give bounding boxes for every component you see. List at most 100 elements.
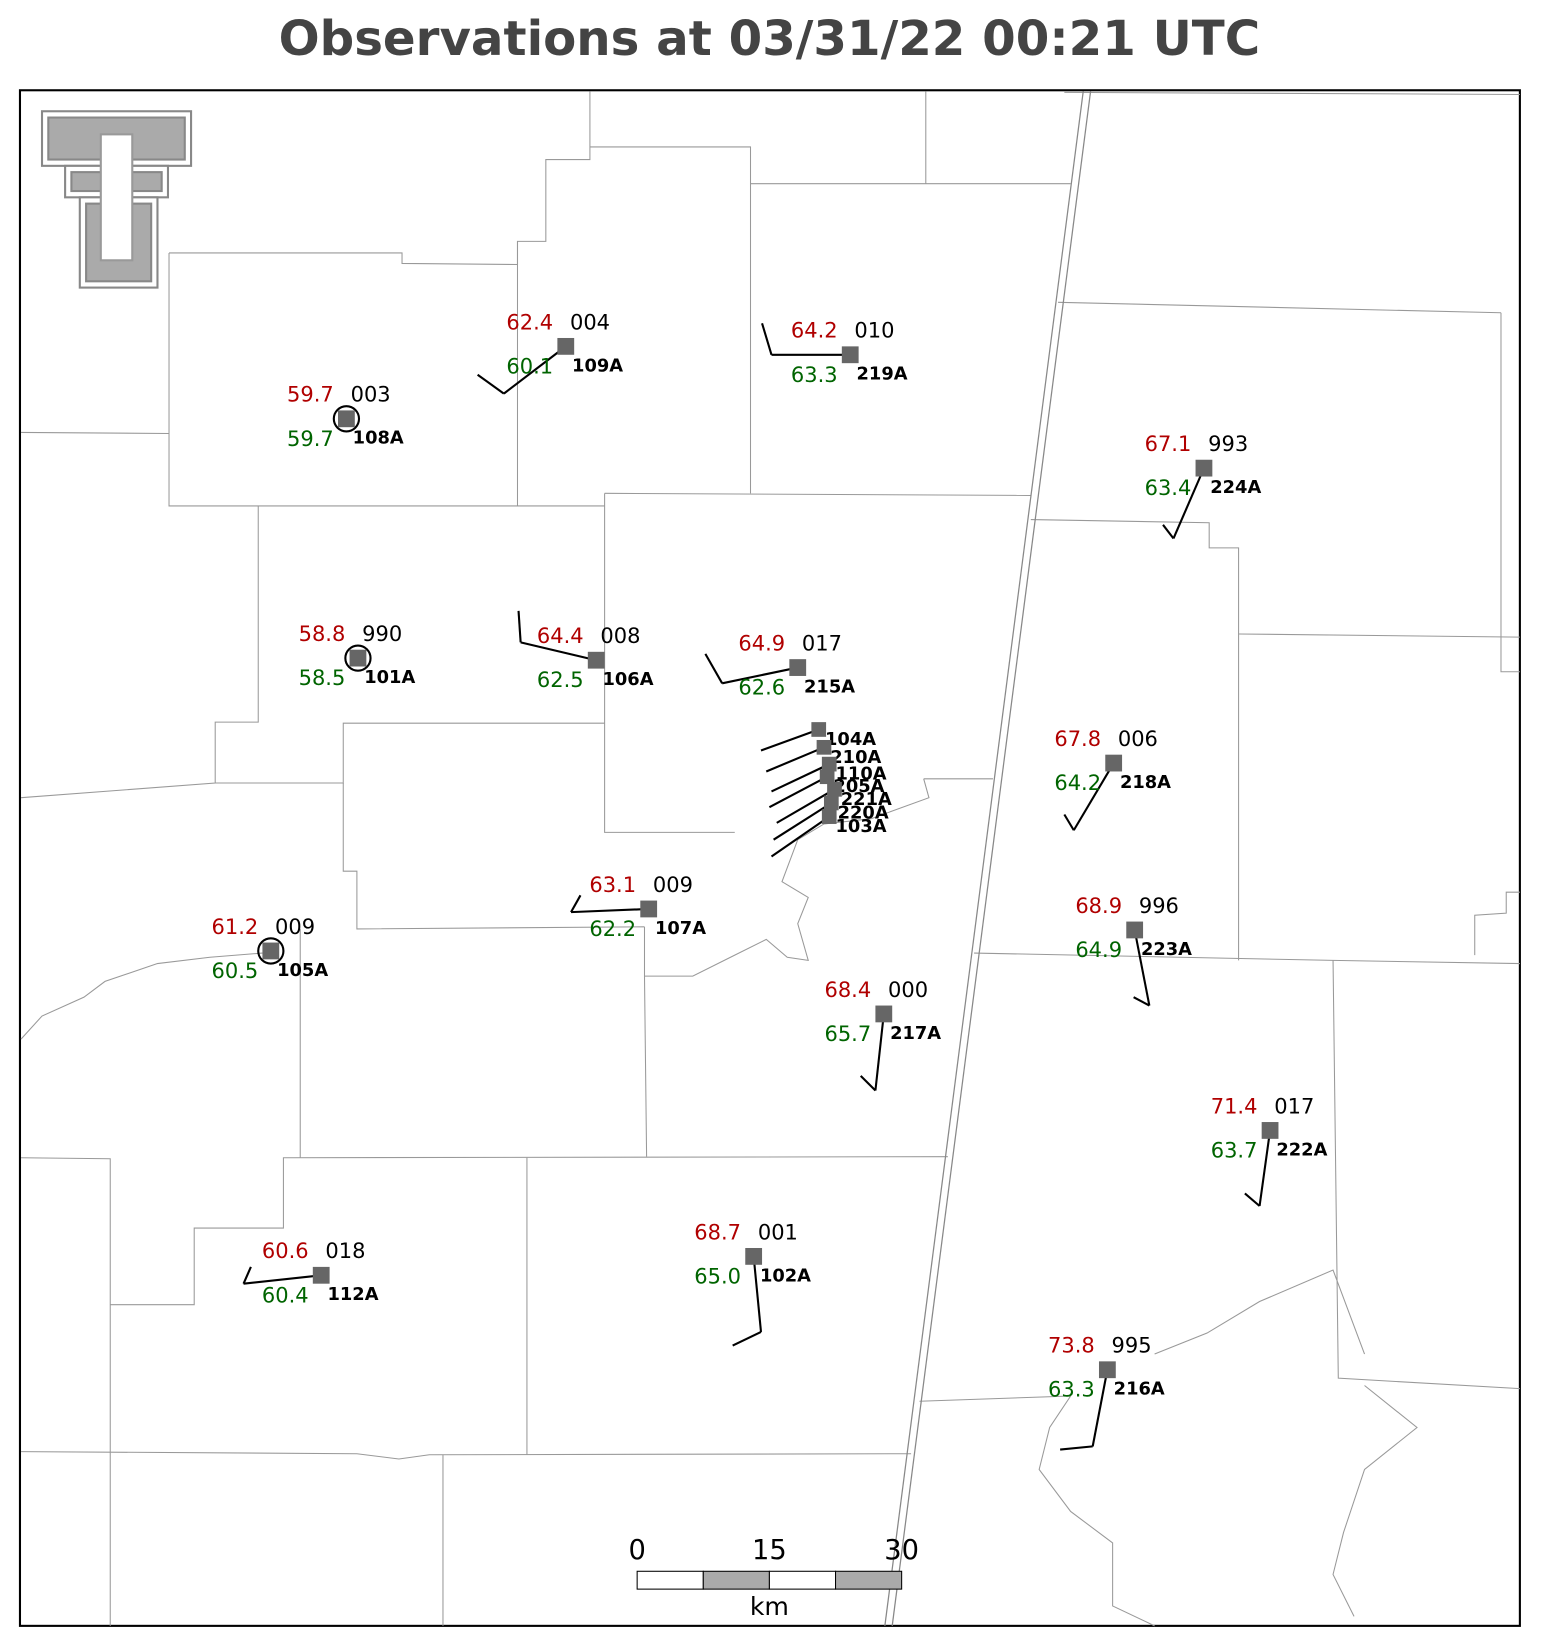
calm-circle (332, 405, 361, 433)
temperature: 64.2 (791, 319, 838, 343)
station-id: 222A (1276, 1139, 1327, 1160)
cluster-station: 221A (776, 781, 892, 824)
pressure: 009 (653, 873, 693, 897)
temperature: 68.7 (694, 1220, 741, 1244)
wind-barb-feather (1063, 813, 1075, 831)
pressure: 018 (325, 1239, 365, 1263)
wind-barb (770, 815, 830, 858)
station-id: 219A (857, 364, 908, 385)
dewpoint: 63.3 (791, 363, 838, 387)
temperature: 63.1 (589, 873, 636, 897)
station-id: 205A (833, 776, 884, 797)
wind-barb-feather (570, 894, 582, 913)
station-id: 106A (603, 669, 654, 690)
station: 62.4 004 60.1 109A (476, 310, 623, 395)
station-id: 218A (1120, 772, 1171, 793)
wind-barb (1172, 467, 1205, 539)
pressure: 995 (1112, 1334, 1152, 1358)
wind-barb-feather (761, 322, 773, 356)
station-id: 224A (1210, 477, 1261, 498)
pressure: 017 (1274, 1094, 1314, 1118)
station: 60.6 018 60.4 112A (242, 1239, 379, 1307)
station-marker (1261, 1122, 1279, 1139)
wind-barb-feather (732, 1331, 762, 1347)
calm-circle (257, 937, 285, 965)
wind-barb (752, 1256, 763, 1333)
temperature: 68.4 (824, 978, 871, 1002)
station-marker (640, 900, 658, 918)
cluster-station: 103A (770, 809, 887, 858)
wind-barb (721, 666, 798, 685)
wind-barb-feather (704, 653, 724, 684)
station-id: 102A (760, 1265, 811, 1286)
scale-bar: 0 15 30 km (628, 1535, 919, 1621)
pressure: 010 (854, 319, 894, 343)
station-marker (823, 795, 839, 811)
pressure: 003 (351, 383, 391, 407)
dewpoint: 64.9 (1075, 938, 1122, 962)
scale-tick-label: 30 (884, 1535, 919, 1566)
county-lines (20, 91, 1520, 1627)
station-marker (821, 809, 837, 824)
station-id: 215A (804, 677, 855, 698)
station: 68.9 996 64.9 223A (1075, 894, 1192, 1007)
station-id: 103A (836, 816, 887, 837)
pressure: 000 (888, 978, 928, 1002)
temperature: 71.4 (1211, 1094, 1258, 1118)
station-marker (262, 942, 280, 960)
pressure: 004 (570, 310, 610, 334)
temperature: 67.8 (1054, 727, 1101, 751)
scale-unit: km (750, 1592, 789, 1621)
dewpoint: 65.7 (824, 1022, 871, 1046)
station: 73.8 995 63.3 216A (1048, 1334, 1165, 1451)
wind-barb (1133, 929, 1151, 1006)
temperature: 64.4 (537, 624, 584, 648)
dewpoint: 60.5 (212, 959, 259, 983)
station: 71.4 017 63.7 222A (1211, 1094, 1328, 1207)
dewpoint: 64.2 (1054, 771, 1101, 795)
station-id: 112A (328, 1284, 379, 1305)
wind-barb (520, 641, 597, 662)
station-marker (1098, 1361, 1116, 1379)
station: 59.7 003 59.7 108A (287, 383, 404, 451)
dewpoint: 60.1 (506, 354, 553, 378)
station-marker (827, 781, 842, 797)
temperature: 59.7 (287, 383, 334, 407)
pressure: 008 (600, 624, 640, 648)
station-id: 223A (1141, 939, 1192, 960)
temperature: 68.9 (1075, 894, 1122, 918)
wind-barb-feather (517, 610, 522, 643)
dewpoint: 63.3 (1048, 1378, 1095, 1402)
station-id: 105A (277, 960, 328, 981)
station-marker (312, 1266, 330, 1284)
station-marker (557, 337, 575, 355)
wind-barb (765, 746, 825, 773)
station: 68.7 001 65.0 102A (694, 1220, 811, 1347)
station: 61.2 009 60.5 105A (212, 915, 329, 983)
station-marker (821, 756, 837, 772)
wind-barb-feather (1244, 1192, 1261, 1207)
pressure: 009 (275, 915, 315, 939)
station-marker (789, 659, 807, 676)
map-title: Observations at 03/31/22 00:21 UTC (279, 11, 1261, 67)
calm-circle (344, 644, 372, 672)
temperature: 64.9 (738, 631, 785, 655)
wind-barb (1258, 1130, 1272, 1207)
pressure: 996 (1139, 894, 1179, 918)
wind-barb (1091, 1369, 1109, 1447)
wind-barb (570, 907, 649, 914)
station-id: 210A (830, 747, 881, 768)
wind-barb (1072, 762, 1115, 831)
wind-barb (771, 763, 830, 793)
dewpoint: 63.4 (1145, 476, 1192, 500)
pressure: 001 (758, 1220, 798, 1244)
station: 64.9 017 62.6 215A (704, 631, 855, 700)
station-marker (819, 769, 835, 785)
station-id: 110A (836, 764, 887, 785)
wind-barb-feather (1162, 524, 1175, 540)
station-id: 109A (572, 355, 623, 376)
station-id: 216A (1114, 1379, 1165, 1400)
scale-tick-label: 0 (628, 1535, 645, 1566)
dewpoint: 62.5 (537, 668, 584, 692)
